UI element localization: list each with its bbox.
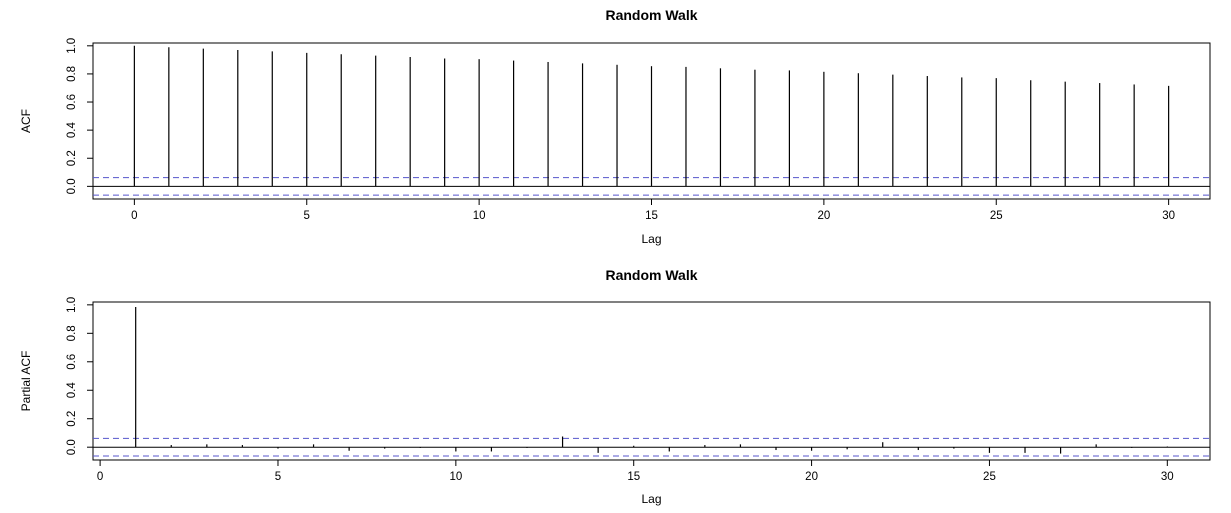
y-tick-label: 0.0 <box>66 439 78 455</box>
x-tick-label: 20 <box>805 471 818 483</box>
y-axis-label: ACF <box>19 109 33 133</box>
x-tick-label: 0 <box>97 471 103 483</box>
x-tick-label: 15 <box>627 471 640 483</box>
plot-frame <box>92 301 1211 461</box>
x-tick-label: 30 <box>1162 210 1175 222</box>
x-tick-label: 5 <box>304 210 310 222</box>
x-tick-label: 10 <box>473 210 486 222</box>
y-tick-label: 0.8 <box>66 325 78 341</box>
y-tick-label: 0.2 <box>66 411 78 427</box>
x-tick-label: 30 <box>1161 471 1174 483</box>
x-axis-label: Lag <box>641 492 661 506</box>
y-tick-label: 0.8 <box>66 66 78 82</box>
x-tick-label: 10 <box>449 471 462 483</box>
y-tick-label: 0.2 <box>66 150 78 166</box>
y-tick-label: 0.0 <box>66 178 78 194</box>
y-tick-label: 1.0 <box>66 38 78 54</box>
x-tick-label: 25 <box>990 210 1003 222</box>
y-axis-label: Partial ACF <box>19 351 33 412</box>
x-tick-label: 25 <box>983 471 996 483</box>
chart-title: Random Walk <box>605 7 697 23</box>
x-tick-label: 15 <box>645 210 658 222</box>
y-tick-label: 0.6 <box>66 354 78 370</box>
x-tick-label: 0 <box>131 210 137 222</box>
pacf-panel: Random Walk Lag Partial ACF 0 5 10 15 20 25 30 0.0… <box>19 267 1211 506</box>
acf-panel: Random Walk Lag ACF 0 5 10 15 20 25 30 0.0 0.2 0.4 0.… <box>19 7 1211 246</box>
chart-title: Random Walk <box>605 267 697 283</box>
x-axis-label: Lag <box>641 232 661 246</box>
y-tick-label: 0.4 <box>66 382 78 399</box>
y-tick-label: 0.4 <box>66 122 78 139</box>
y-tick-label: 1.0 <box>66 297 78 313</box>
x-tick-label: 5 <box>275 471 281 483</box>
y-tick-label: 0.6 <box>66 94 78 110</box>
x-tick-label: 20 <box>817 210 830 222</box>
